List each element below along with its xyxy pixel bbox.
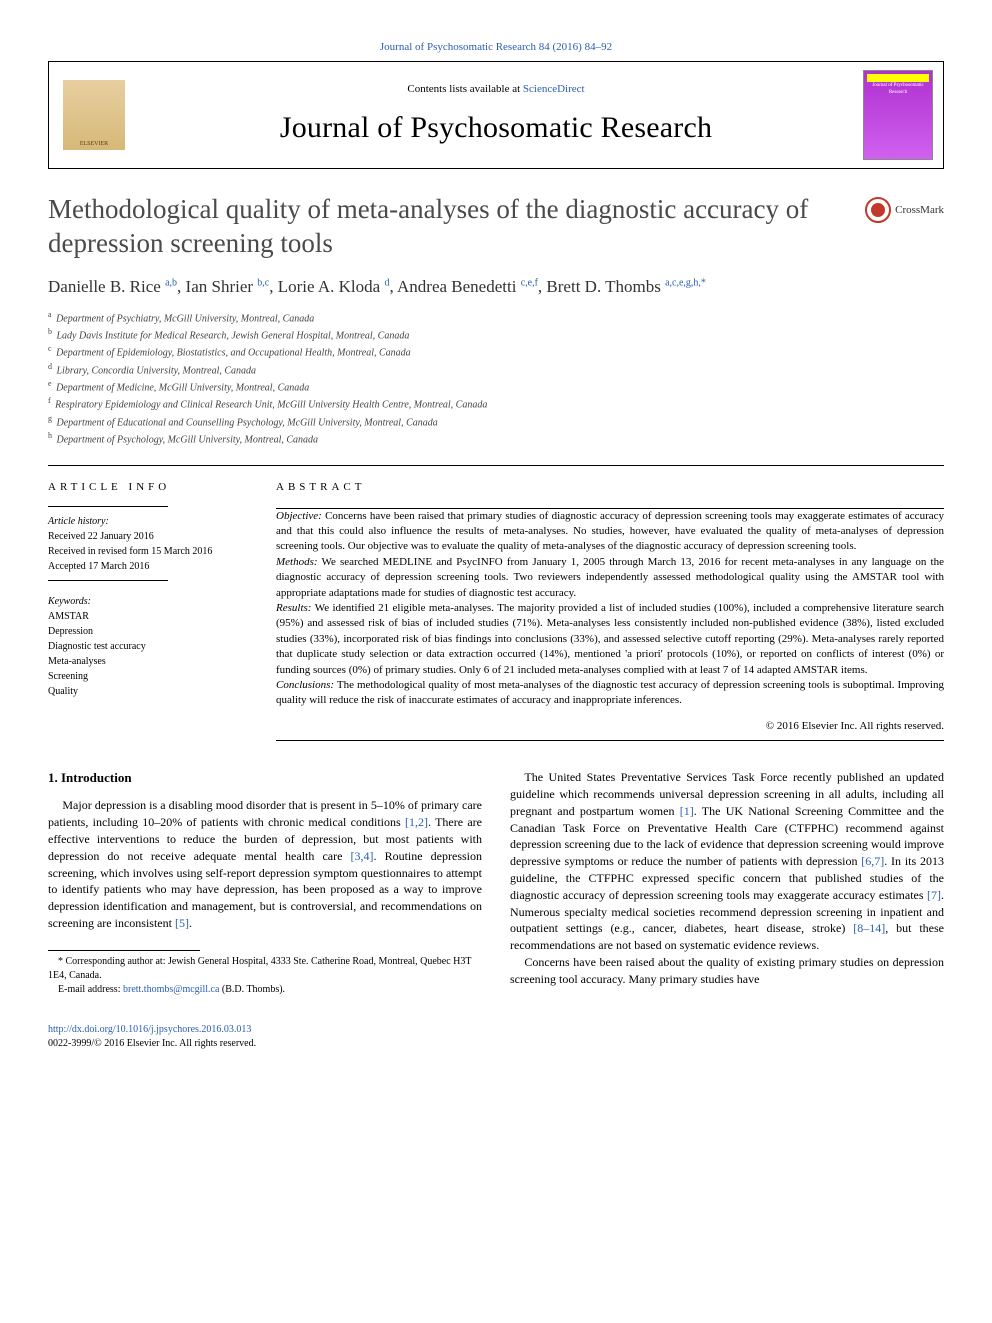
citation-link[interactable]: [6,7] [861, 854, 884, 868]
results-text: We identified 21 eligible meta-analyses.… [276, 602, 944, 676]
affiliation-item: a Department of Psychiatry, McGill Unive… [48, 309, 944, 326]
methods-label: Methods: [276, 556, 318, 568]
publisher-logo-slot: ELSEVIER [49, 62, 139, 168]
article-info-box: article info Article history: Received 2… [48, 480, 268, 741]
body-columns: 1. Introduction Major depression is a di… [48, 769, 944, 997]
abstract-heading: abstract [276, 480, 944, 495]
history-label: Article history: [48, 515, 244, 529]
objective-label: Objective: [276, 510, 322, 522]
intro-paragraph-3: Concerns have been raised about the qual… [510, 954, 944, 988]
section-heading-intro: 1. Introduction [48, 769, 482, 787]
abstract-box: abstract Objective: Concerns have been r… [268, 480, 944, 741]
keyword: Meta-analyses [48, 655, 244, 669]
article-title: Methodological quality of meta-analyses … [48, 193, 851, 261]
divider [48, 506, 168, 507]
author-list: Danielle B. Rice a,b, Ian Shrier b,c, Lo… [48, 275, 944, 299]
journal-name: Journal of Psychosomatic Research [280, 107, 712, 149]
masthead-center: Contents lists available at ScienceDirec… [139, 62, 853, 168]
received-date: Received 22 January 2016 [48, 530, 244, 544]
journal-cover-text: Journal of Psychosomatic Research [867, 82, 929, 96]
keyword: Screening [48, 670, 244, 684]
crossmark-circle-icon [865, 197, 891, 223]
email-label: E-mail address: [58, 984, 120, 995]
issn-copyright: 0022-3999/© 2016 Elsevier Inc. All right… [48, 1038, 256, 1049]
corresponding-author-note: * Corresponding author at: Jewish Genera… [48, 955, 482, 983]
keyword: Diagnostic test accuracy [48, 640, 244, 654]
keyword: AMSTAR [48, 610, 244, 624]
affiliation-list: a Department of Psychiatry, McGill Unive… [48, 309, 944, 448]
column-right: The United States Preventative Services … [510, 769, 944, 997]
contents-available-line: Contents lists available at ScienceDirec… [407, 82, 584, 97]
crossmark-label: CrossMark [895, 203, 944, 218]
objective-text: Concerns have been raised that primary s… [276, 510, 944, 553]
contents-prefix: Contents lists available at [407, 83, 522, 95]
divider [48, 950, 200, 951]
citation-link[interactable]: [5] [175, 916, 189, 930]
divider [48, 580, 168, 581]
abstract-results: Results: We identified 21 eligible meta-… [276, 601, 944, 678]
email-tail: (B.D. Thombs). [222, 984, 285, 995]
citation-link[interactable]: [3,4] [351, 849, 374, 863]
correspondence-star: * [58, 956, 63, 967]
affiliation-item: b Lady Davis Institute for Medical Resea… [48, 326, 944, 343]
abstract-objective: Objective: Concerns have been raised tha… [276, 509, 944, 555]
running-header-link[interactable]: Journal of Psychosomatic Research 84 (20… [380, 41, 612, 53]
affiliation-item: h Department of Psychology, McGill Unive… [48, 430, 944, 447]
methods-text: We searched MEDLINE and PsycINFO from Ja… [276, 556, 944, 599]
correspondence-text: Corresponding author at: Jewish General … [48, 956, 471, 981]
masthead: ELSEVIER Contents lists available at Sci… [48, 61, 944, 169]
divider [276, 740, 944, 741]
keyword: Quality [48, 685, 244, 699]
email-link[interactable]: brett.thombs@mcgill.ca [123, 984, 219, 995]
elsevier-tree-icon: ELSEVIER [63, 80, 125, 150]
page-footer: http://dx.doi.org/10.1016/j.jpsychores.2… [48, 1023, 944, 1051]
intro-paragraph-2: The United States Preventative Services … [510, 769, 944, 954]
citation-link[interactable]: [7] [927, 888, 941, 902]
running-header: Journal of Psychosomatic Research 84 (20… [48, 40, 944, 55]
corresponding-email: E-mail address: brett.thombs@mcgill.ca (… [48, 983, 482, 997]
affiliation-item: f Respiratory Epidemiology and Clinical … [48, 395, 944, 412]
affiliation-item: g Department of Educational and Counsell… [48, 413, 944, 430]
conclusions-text: The methodological quality of most meta-… [276, 679, 944, 706]
affiliation-item: d Library, Concordia University, Montrea… [48, 361, 944, 378]
affiliation-item: c Department of Epidemiology, Biostatist… [48, 343, 944, 360]
column-left: 1. Introduction Major depression is a di… [48, 769, 482, 997]
conclusions-label: Conclusions: [276, 679, 334, 691]
citation-link[interactable]: [8–14] [853, 921, 885, 935]
revised-date: Received in revised form 15 March 2016 [48, 545, 244, 559]
article-info-heading: article info [48, 480, 244, 495]
abstract-methods: Methods: We searched MEDLINE and PsycINF… [276, 555, 944, 601]
elsevier-label: ELSEVIER [80, 140, 108, 148]
journal-cover-icon: Journal of Psychosomatic Research [863, 70, 933, 160]
doi-link[interactable]: http://dx.doi.org/10.1016/j.jpsychores.2… [48, 1024, 251, 1035]
citation-link[interactable]: [1] [680, 804, 694, 818]
keyword: Depression [48, 625, 244, 639]
intro-paragraph-1: Major depression is a disabling mood dis… [48, 797, 482, 931]
results-label: Results: [276, 602, 311, 614]
divider [48, 465, 944, 466]
journal-cover-slot: Journal of Psychosomatic Research [853, 62, 943, 168]
crossmark-badge[interactable]: CrossMark [865, 197, 944, 223]
abstract-conclusions: Conclusions: The methodological quality … [276, 678, 944, 709]
sciencedirect-link[interactable]: ScienceDirect [523, 83, 585, 95]
affiliation-item: e Department of Medicine, McGill Univers… [48, 378, 944, 395]
accepted-date: Accepted 17 March 2016 [48, 560, 244, 574]
keywords-label: Keywords: [48, 595, 244, 609]
citation-link[interactable]: [1,2] [405, 815, 428, 829]
abstract-copyright: © 2016 Elsevier Inc. All rights reserved… [276, 719, 944, 734]
